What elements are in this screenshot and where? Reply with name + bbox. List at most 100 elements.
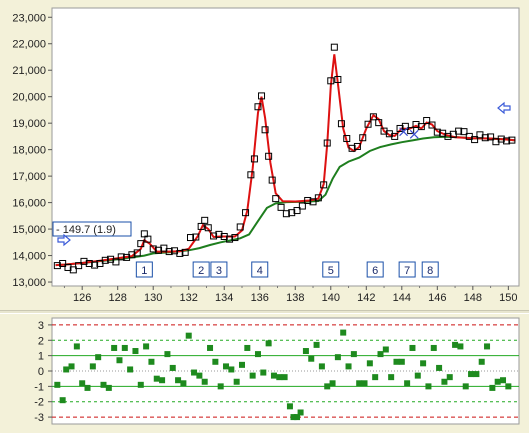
residual-point [398,358,405,365]
y-tick-label: 18,000 [12,145,46,157]
data-point-marker [369,113,377,121]
residual-point [196,372,203,379]
left-range-arrow-icon[interactable] [57,233,71,247]
x-tick-label: 148 [464,292,482,304]
y-tick-label: 23,000 [12,12,46,24]
data-point-marker [197,222,205,230]
data-point-marker [293,207,301,215]
cursor-label-box [52,221,132,237]
residual-point [468,371,475,378]
residual-point [180,380,187,387]
residual-point [393,358,400,365]
peak-label-8[interactable]: 8 [421,261,439,278]
peak-label-7[interactable]: 7 [398,261,416,278]
y-tick-label: 14,000 [12,251,46,263]
peak-label-box[interactable] [366,261,384,278]
x-tick-label: 140 [322,292,340,304]
data-point-marker [282,210,290,218]
residual-point [382,346,389,353]
residual-point [89,363,96,370]
peak-label-1[interactable]: 1 [135,261,153,278]
residual-point [409,344,416,351]
y-tick-label: 22,000 [12,39,46,51]
peak-label-2[interactable]: 2 [192,261,210,278]
data-point-marker [268,176,276,184]
data-point-marker [412,120,420,128]
residual-point [372,374,379,381]
peak-label-5[interactable]: 5 [322,261,340,278]
residual-point [345,363,352,370]
data-point-marker [272,195,280,203]
peak-label-box[interactable] [322,261,340,278]
residual-point [297,409,304,416]
data-point-marker [128,251,136,259]
main-chart-panel: 13,000 14,000 15,000 16,000 17,000 18,000 19,0… [0,0,529,310]
residual-point [462,383,469,390]
baseline-cursor-label: - 149.7 (1.9) [52,221,132,237]
x-tick-label: 150 [499,292,517,304]
residual-y-tick-label: 2 [38,335,44,347]
data-point-marker [101,256,109,264]
residual-point [244,344,251,351]
data-point-marker [428,121,436,129]
residual-chart[interactable]: 3 2 1 0 -1 -2 -3 [0,314,529,428]
x-tick-label: 126 [73,292,91,304]
residual-point [228,366,235,373]
residual-point [324,383,331,390]
y-tick-label: 16,000 [12,198,46,210]
residual-point [276,374,283,381]
data-point-marker [201,216,209,224]
residual-y-tick-label: 1 [38,351,44,363]
residual-point [260,369,267,376]
residual-point [388,374,395,381]
data-point-marker [314,194,322,202]
residual-point [489,384,496,391]
residual-point [185,332,192,339]
peak-label-box[interactable] [251,261,269,278]
peak-label-3[interactable]: 3 [210,261,228,278]
data-point-marker [69,266,77,274]
data-point-marker [91,261,99,269]
residual-point [254,351,261,358]
data-point-marker [320,181,328,189]
residual-point [340,329,347,336]
residual-point [169,364,176,371]
main-chart[interactable]: 13,000 14,000 15,000 16,000 17,000 18,000 19,0… [0,0,529,310]
y-tick-label: 19,000 [12,118,46,130]
data-point-marker [323,139,331,147]
data-point-marker [144,235,152,243]
x-tick-label: 130 [144,292,162,304]
residual-point [308,355,315,362]
peak-label-box[interactable] [192,261,210,278]
data-point-marker [254,103,262,111]
data-point-marker [231,234,239,242]
residual-point [111,344,118,351]
residual-point [132,348,139,355]
data-point-marker [471,136,479,144]
data-point-marker [215,230,223,238]
residual-point [63,366,70,373]
peak-label-box[interactable] [135,261,153,278]
data-point-marker [53,262,61,270]
residual-point [313,341,320,348]
residual-point [121,344,128,351]
residual-point [290,414,297,421]
panel-divider[interactable] [0,310,529,314]
data-point-marker [309,198,317,206]
residual-point [73,343,80,350]
data-point-marker [337,120,345,128]
residual-y-tick-label: -3 [34,412,44,424]
peak-label-box[interactable] [421,261,439,278]
peak-label-6[interactable]: 6 [366,261,384,278]
right-range-arrow-icon[interactable] [497,101,511,115]
y-tick-label: 15,000 [12,224,46,236]
peak-label-text: 2 [198,265,204,277]
peak-label-box[interactable] [210,261,228,278]
residual-point [350,351,357,358]
residual-point [452,341,459,348]
residual-point [478,358,485,365]
residual-point [175,377,182,384]
data-point-marker [210,232,218,240]
peak-label-4[interactable]: 4 [251,261,269,278]
peak-label-box[interactable] [398,261,416,278]
